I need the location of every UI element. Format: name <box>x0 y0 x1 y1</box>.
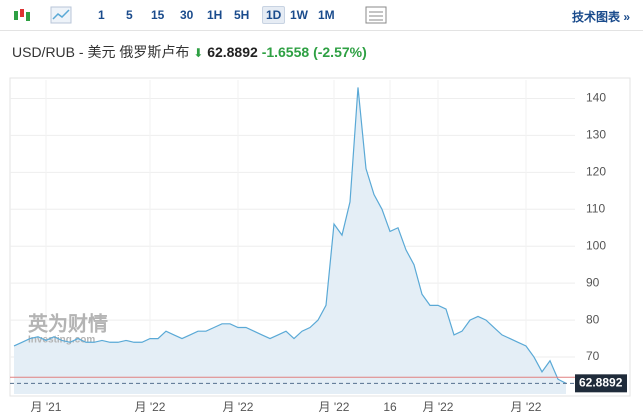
toolbar: 1 5 15 30 1H 5H 1D 1W 1M 技术图表 » <box>0 0 643 31</box>
y-tick-label: 120 <box>586 165 606 179</box>
tech-chart-link[interactable]: 技术图表 » <box>572 10 631 24</box>
y-tick-label: 110 <box>586 201 605 215</box>
x-tick-label: 月 '22 <box>223 400 254 414</box>
change: -1.6558 <box>261 44 310 60</box>
change-pct: (-2.57%) <box>313 44 367 60</box>
chart-frame <box>9 77 631 397</box>
y-tick-label: 100 <box>586 238 606 252</box>
interval-button[interactable]: 1D <box>262 6 286 24</box>
watermark-brand: 英为财情 <box>28 311 108 335</box>
last-price-box <box>575 374 627 393</box>
interval-button[interactable]: 5 <box>126 8 133 22</box>
interval-button[interactable]: 1M <box>318 8 335 22</box>
interval-button[interactable]: 1 <box>98 8 105 22</box>
pair-title: USD/RUB - 美元 俄罗斯卢布 <box>12 44 190 60</box>
y-tick-label: 80 <box>586 312 600 326</box>
x-tick-label: 月 '22 <box>423 400 454 414</box>
interval-button[interactable]: 15 <box>151 8 165 22</box>
area-icon[interactable] <box>50 6 72 24</box>
header: USD/RUB - 美元 俄罗斯卢布 ⬇ 62.8892 -1.6558 (-2… <box>12 42 367 62</box>
last-price-label: 62.8892 <box>579 375 623 389</box>
x-tick-label: 16 <box>383 400 397 414</box>
line <box>13 87 567 384</box>
y-tick-label: 70 <box>586 349 600 363</box>
x-tick-label: 月 '22 <box>135 400 166 414</box>
interval-button[interactable]: 1W <box>290 8 308 22</box>
x-tick-label: 月 '22 <box>319 400 350 414</box>
x-tick-label: 月 '22 <box>511 400 542 414</box>
x-tick-label: 月 '21 <box>31 400 62 414</box>
y-tick-label: 140 <box>586 91 606 105</box>
area <box>14 87 566 394</box>
interval-button[interactable]: 30 <box>180 8 194 22</box>
down-arrow: ⬇ <box>193 46 204 60</box>
y-tick-label: 90 <box>586 275 600 289</box>
table-icon[interactable] <box>365 6 387 24</box>
price: 62.8892 <box>207 44 258 60</box>
interval-button[interactable]: 5H <box>234 8 250 22</box>
y-tick-label: 130 <box>586 128 606 142</box>
candle-icon[interactable] <box>12 6 32 24</box>
interval-button[interactable]: 1H <box>207 8 223 22</box>
